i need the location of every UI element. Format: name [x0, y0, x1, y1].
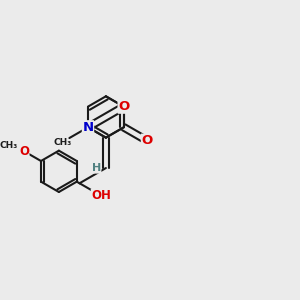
Text: O: O — [118, 100, 129, 113]
Text: N: N — [82, 121, 94, 134]
Text: CH₃: CH₃ — [53, 138, 71, 147]
Text: O: O — [19, 145, 29, 158]
Text: O: O — [141, 134, 153, 147]
Text: H: H — [92, 163, 101, 173]
Text: CH₃: CH₃ — [0, 141, 18, 150]
Text: OH: OH — [91, 189, 111, 202]
